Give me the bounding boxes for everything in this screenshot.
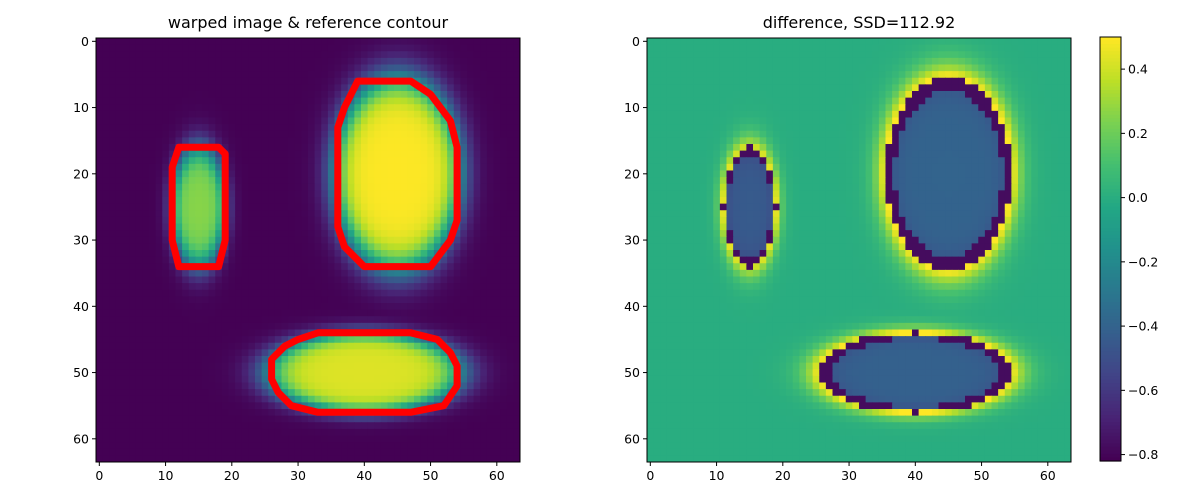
- x-tick-label: 60: [1040, 468, 1056, 483]
- y-tick-label: 60: [624, 431, 640, 446]
- horizontal-contour: [268, 329, 461, 416]
- y-tick-label: 30: [73, 233, 89, 248]
- left-axes-frame: [95, 37, 521, 463]
- y-tick-label: 20: [73, 166, 89, 181]
- y-tick-label: 10: [624, 100, 640, 115]
- x-tick-label: 20: [775, 468, 791, 483]
- colorbar-ticks: 0.4 0.2 0.0 −0.2 −0.4 −0.6 −0.8: [1121, 62, 1158, 462]
- x-tick-label: 0: [646, 468, 654, 483]
- x-tick-label: 0: [95, 468, 103, 483]
- left-x-ticks: 0 10 20 30 40 50 60: [95, 462, 505, 483]
- x-tick-label: 30: [841, 468, 857, 483]
- x-tick-label: 50: [423, 468, 439, 483]
- y-tick-label: 30: [624, 233, 640, 248]
- y-tick-label: 0: [632, 34, 640, 49]
- left-title: warped image & reference contour: [168, 13, 449, 32]
- y-tick-label: 0: [81, 34, 89, 49]
- x-tick-label: 10: [158, 468, 174, 483]
- colorbar-frame: [1099, 36, 1122, 462]
- y-tick-label: 20: [624, 166, 640, 181]
- x-tick-label: 50: [974, 468, 990, 483]
- x-tick-label: 30: [290, 468, 306, 483]
- left-y-ticks: 0 10 20 30 40 50 60: [73, 34, 96, 446]
- right-axes-frame: [646, 37, 1072, 463]
- right-title: difference, SSD=112.92: [763, 13, 956, 32]
- y-tick-label: 40: [624, 299, 640, 314]
- x-tick-label: 60: [489, 468, 505, 483]
- right-x-ticks: 0 10 20 30 40 50 60: [646, 462, 1056, 483]
- y-tick-label: 40: [73, 299, 89, 314]
- colorbar-tick-label: 0.0: [1128, 190, 1148, 205]
- right-heatmap: [647, 38, 1071, 462]
- colorbar: 0.4 0.2 0.0 −0.2 −0.4 −0.6 −0.8: [1099, 36, 1158, 462]
- x-tick-label: 20: [224, 468, 240, 483]
- left-panel: warped image & reference contour 0 10 20 30…: [73, 13, 521, 483]
- colorbar-tick-label: −0.2: [1128, 254, 1158, 269]
- colorbar-tick-label: −0.8: [1128, 447, 1158, 462]
- right-panel: difference, SSD=112.92 0 10 20 30 40 50 60 0 10…: [624, 13, 1072, 483]
- y-tick-label: 50: [624, 365, 640, 380]
- left-heatmap: [96, 38, 520, 462]
- x-tick-label: 40: [356, 468, 372, 483]
- colorbar-tick-label: 0.2: [1128, 126, 1148, 141]
- y-tick-label: 50: [73, 365, 89, 380]
- colorbar-gradient: [1100, 37, 1121, 462]
- y-tick-label: 10: [73, 100, 89, 115]
- x-tick-label: 10: [709, 468, 725, 483]
- large-contour: [334, 77, 461, 271]
- small-contour: [168, 143, 229, 271]
- colorbar-tick-label: 0.4: [1128, 62, 1148, 77]
- x-tick-label: 40: [907, 468, 923, 483]
- right-y-ticks: 0 10 20 30 40 50 60: [624, 34, 647, 446]
- colorbar-tick-label: −0.4: [1128, 319, 1158, 334]
- colorbar-tick-label: −0.6: [1128, 383, 1158, 398]
- reference-contour-overlay: [168, 77, 461, 416]
- y-tick-label: 60: [73, 431, 89, 446]
